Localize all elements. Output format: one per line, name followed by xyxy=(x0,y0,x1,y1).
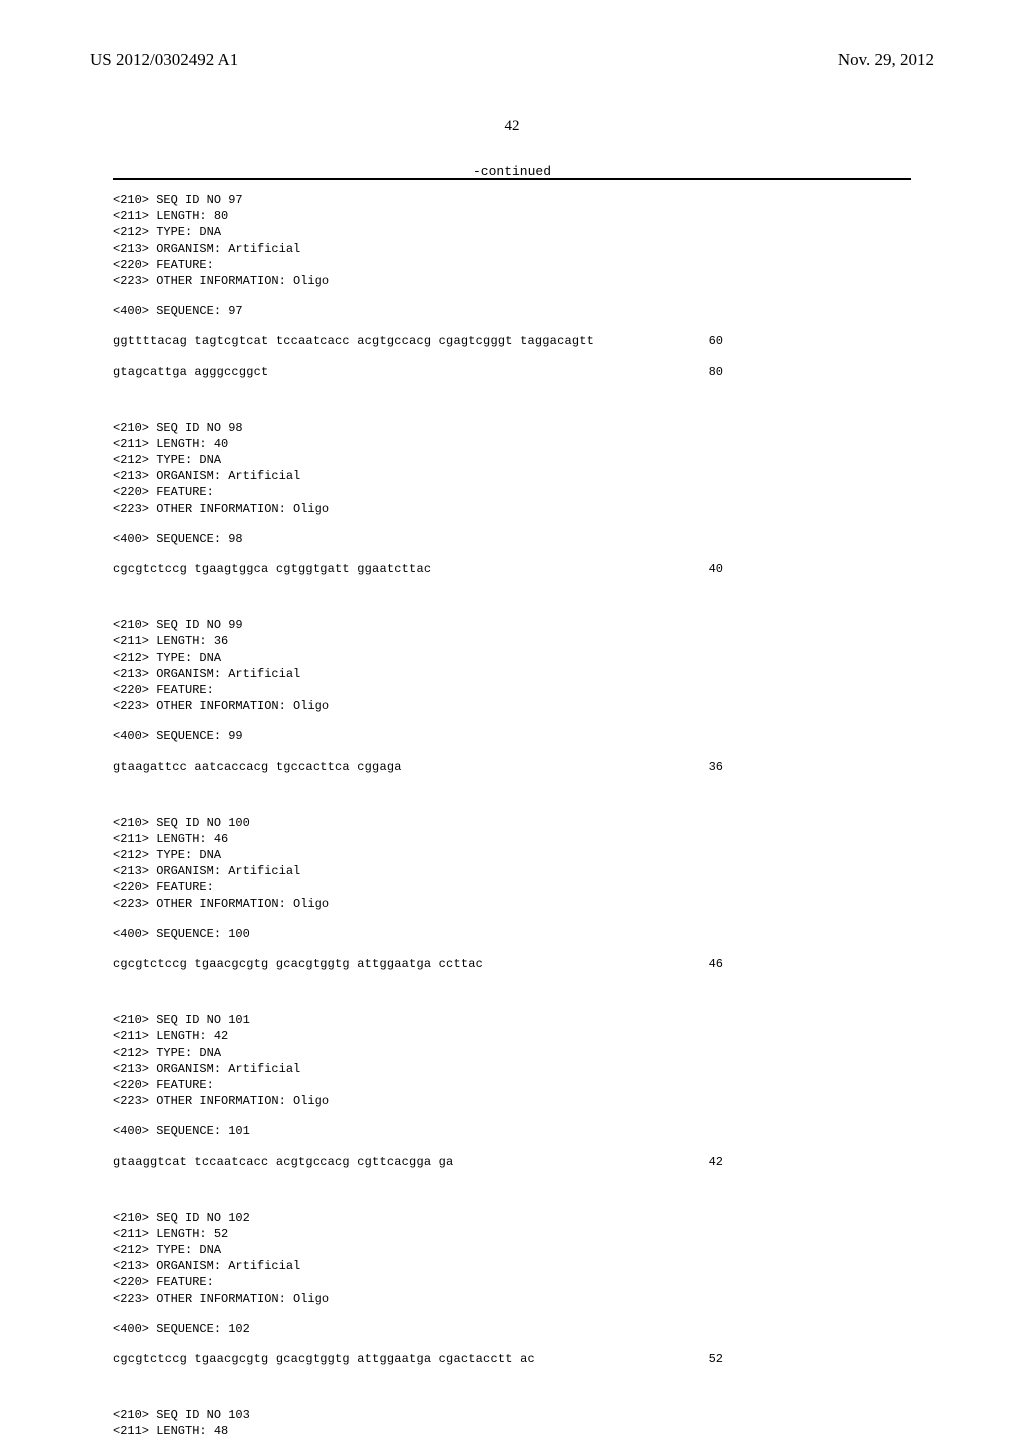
seq-sequence-line: <400> SEQUENCE: 100 xyxy=(113,926,911,942)
seq-length-line: <211> LENGTH: 52 xyxy=(113,1226,911,1242)
sequence-row: gtagcattga agggccggct 80 xyxy=(113,364,723,380)
seq-organism-line: <213> ORGANISM: Artificial xyxy=(113,666,911,682)
sequence-position: 52 xyxy=(683,1351,723,1367)
seq-type-line: <212> TYPE: DNA xyxy=(113,847,911,863)
sequence-listing: <210> SEQ ID NO 97<211> LENGTH: 80<212> … xyxy=(113,192,911,1440)
seq-id-line: <210> SEQ ID NO 99 xyxy=(113,617,911,633)
sequence-row: cgcgtctccg tgaagtggca cgtggtgatt ggaatct… xyxy=(113,561,723,577)
seq-organism-line: <213> ORGANISM: Artificial xyxy=(113,468,911,484)
sequence-text: ggttttacag tagtcgtcat tccaatcacc acgtgcc… xyxy=(113,333,594,349)
seq-organism-line: <213> ORGANISM: Artificial xyxy=(113,1258,911,1274)
seq-type-line: <212> TYPE: DNA xyxy=(113,452,911,468)
seq-id-line: <210> SEQ ID NO 102 xyxy=(113,1210,911,1226)
sequence-row: cgcgtctccg tgaacgcgtg gcacgtggtg attggaa… xyxy=(113,1351,723,1367)
sequence-position: 60 xyxy=(683,333,723,349)
sequence-position: 40 xyxy=(683,561,723,577)
seq-length-line: <211> LENGTH: 80 xyxy=(113,208,911,224)
sequence-position: 42 xyxy=(683,1154,723,1170)
sequence-text: gtaaggtcat tccaatcacc acgtgccacg cgttcac… xyxy=(113,1154,453,1170)
seq-sequence-line: <400> SEQUENCE: 98 xyxy=(113,531,911,547)
rule-top xyxy=(113,178,911,180)
seq-organism-line: <213> ORGANISM: Artificial xyxy=(113,863,911,879)
sequence-position: 46 xyxy=(683,956,723,972)
seq-length-line: <211> LENGTH: 42 xyxy=(113,1028,911,1044)
seq-otherinfo-line: <223> OTHER INFORMATION: Oligo xyxy=(113,273,911,289)
sequence-row: ggttttacag tagtcgtcat tccaatcacc acgtgcc… xyxy=(113,333,723,349)
sequence-row: cgcgtctccg tgaacgcgtg gcacgtggtg attggaa… xyxy=(113,956,723,972)
sequence-row: gtaaggtcat tccaatcacc acgtgccacg cgttcac… xyxy=(113,1154,723,1170)
seq-id-line: <210> SEQ ID NO 98 xyxy=(113,420,911,436)
seq-feature-line: <220> FEATURE: xyxy=(113,1274,911,1290)
seq-otherinfo-line: <223> OTHER INFORMATION: Oligo xyxy=(113,501,911,517)
seq-feature-line: <220> FEATURE: xyxy=(113,257,911,273)
sequence-position: 80 xyxy=(683,364,723,380)
sequence-text: cgcgtctccg tgaagtggca cgtggtgatt ggaatct… xyxy=(113,561,431,577)
seq-feature-line: <220> FEATURE: xyxy=(113,682,911,698)
seq-otherinfo-line: <223> OTHER INFORMATION: Oligo xyxy=(113,1093,911,1109)
publication-number: US 2012/0302492 A1 xyxy=(90,50,238,70)
sequence-row: gtaagattcc aatcaccacg tgccacttca cggaga 3… xyxy=(113,759,723,775)
page-number: 42 xyxy=(0,118,1024,135)
seq-id-line: <210> SEQ ID NO 100 xyxy=(113,815,911,831)
seq-sequence-line: <400> SEQUENCE: 99 xyxy=(113,728,911,744)
seq-feature-line: <220> FEATURE: xyxy=(113,1077,911,1093)
seq-feature-line: <220> FEATURE: xyxy=(113,484,911,500)
seq-otherinfo-line: <223> OTHER INFORMATION: Oligo xyxy=(113,896,911,912)
seq-feature-line: <220> FEATURE: xyxy=(113,879,911,895)
seq-length-line: <211> LENGTH: 36 xyxy=(113,633,911,649)
seq-type-line: <212> TYPE: DNA xyxy=(113,1242,911,1258)
seq-organism-line: <213> ORGANISM: Artificial xyxy=(113,241,911,257)
sequence-position: 36 xyxy=(683,759,723,775)
seq-length-line: <211> LENGTH: 46 xyxy=(113,831,911,847)
publication-date: Nov. 29, 2012 xyxy=(838,50,934,70)
seq-organism-line: <213> ORGANISM: Artificial xyxy=(113,1061,911,1077)
continued-label: -continued xyxy=(0,164,1024,179)
seq-length-line: <211> LENGTH: 40 xyxy=(113,436,911,452)
sequence-text: gtagcattga agggccggct xyxy=(113,364,268,380)
seq-otherinfo-line: <223> OTHER INFORMATION: Oligo xyxy=(113,698,911,714)
sequence-text: cgcgtctccg tgaacgcgtg gcacgtggtg attggaa… xyxy=(113,956,483,972)
seq-type-line: <212> TYPE: DNA xyxy=(113,650,911,666)
page-header: US 2012/0302492 A1 Nov. 29, 2012 xyxy=(0,50,1024,70)
seq-length-line: <211> LENGTH: 48 xyxy=(113,1423,911,1439)
seq-type-line: <212> TYPE: DNA xyxy=(113,224,911,240)
seq-sequence-line: <400> SEQUENCE: 102 xyxy=(113,1321,911,1337)
seq-sequence-line: <400> SEQUENCE: 101 xyxy=(113,1123,911,1139)
seq-id-line: <210> SEQ ID NO 103 xyxy=(113,1407,911,1423)
seq-type-line: <212> TYPE: DNA xyxy=(113,1045,911,1061)
seq-id-line: <210> SEQ ID NO 97 xyxy=(113,192,911,208)
sequence-text: gtaagattcc aatcaccacg tgccacttca cggaga xyxy=(113,759,402,775)
seq-sequence-line: <400> SEQUENCE: 97 xyxy=(113,303,911,319)
seq-otherinfo-line: <223> OTHER INFORMATION: Oligo xyxy=(113,1291,911,1307)
sequence-text: cgcgtctccg tgaacgcgtg gcacgtggtg attggaa… xyxy=(113,1351,535,1367)
seq-id-line: <210> SEQ ID NO 101 xyxy=(113,1012,911,1028)
